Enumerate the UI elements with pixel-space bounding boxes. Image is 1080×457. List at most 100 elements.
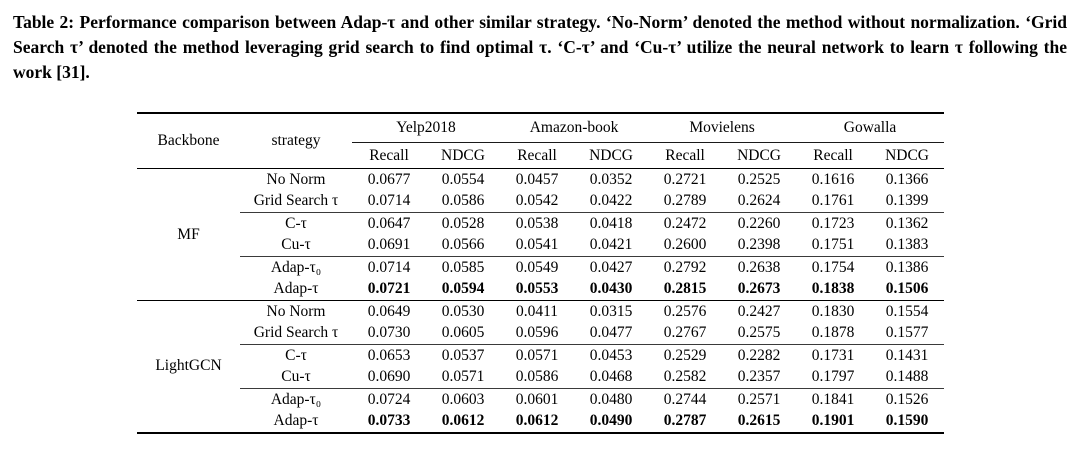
metric-value-cell: 0.0733: [367, 412, 411, 430]
metric-value-cell: 0.1751: [796, 234, 871, 258]
metric-value-cell: 0.2624: [722, 190, 797, 214]
strategy-cell: No Norm: [240, 300, 352, 323]
metric-value-cell: 0.1761: [796, 190, 871, 214]
metric-value-cell: 0.2600: [648, 234, 723, 258]
metric-value-cell: 0.2582: [648, 366, 723, 390]
metric-value-cell: 0.0571: [515, 346, 559, 364]
metric-value-cell: 0.1431: [885, 346, 929, 364]
metric-value-cell: 0.2260: [737, 214, 781, 232]
metric-value-cell: 0.2673: [737, 280, 781, 298]
metric-value-cell: 0.0411: [500, 300, 575, 323]
metric-value-cell: 0.0605: [426, 322, 501, 346]
metric-value-cell: 0.0690: [352, 366, 426, 390]
metric-header: Recall: [352, 142, 426, 170]
dataset-header-movielens: Movielens: [648, 112, 797, 144]
metric-header: Recall: [500, 142, 575, 170]
metric-value-cell: 0.2427: [722, 300, 797, 323]
metric-value-cell: 0.0612: [515, 412, 559, 430]
strategy-cell: Adap-τ₀: [270, 258, 322, 276]
dataset-header-yelp2018: Yelp2018: [352, 112, 501, 144]
metric-value-cell: 0.2525: [737, 170, 781, 188]
metric-value-cell: 0.0468: [574, 366, 649, 390]
metric-value-cell: 0.0612: [441, 412, 485, 430]
strategy-cell: Grid Search τ: [240, 190, 352, 214]
backbone-cell: LightGCN: [137, 300, 240, 433]
strategy-cell: Cu-τ: [240, 234, 352, 258]
metric-value-cell: 0.0538: [515, 214, 559, 232]
backbone-block: LightGCN No Norm 0.0649 0.0530 0.0411 0.0315 0…: [137, 300, 945, 433]
metric-header: NDCG: [426, 142, 501, 170]
metric-value-cell: 0.0457: [515, 170, 559, 188]
metric-value-cell: 0.0724: [367, 390, 411, 408]
metric-value-cell: 0.1362: [885, 214, 929, 232]
metric-value-cell: 0.2787: [663, 412, 707, 430]
metric-value-cell: 0.2744: [663, 390, 707, 408]
table-row: Cu-τ 0.0690 0.0571 0.0586 0.0468 0.2582 0.2357…: [137, 366, 945, 390]
metric-value-cell: 0.1366: [885, 170, 929, 188]
table-row: Adap-τ₀ 0.0714 0.0585 0.0549 0.0427 0.2792 0.2…: [137, 257, 944, 279]
metric-value-cell: 0.1554: [870, 300, 945, 323]
metric-value-cell: 0.0691: [352, 234, 426, 258]
metric-value-cell: 0.2615: [737, 412, 781, 430]
metric-value-cell: 0.0528: [441, 214, 485, 232]
dataset-header-gowalla: Gowalla: [796, 112, 945, 144]
metric-value-cell: 0.0418: [589, 214, 633, 232]
metric-value-cell: 0.2789: [648, 190, 723, 214]
metric-value-cell: 0.2638: [737, 258, 781, 276]
header-strategy: strategy: [240, 112, 352, 170]
metric-value-cell: 0.2357: [722, 366, 797, 390]
metric-value-cell: 0.0480: [589, 390, 633, 408]
metric-value-cell: 0.0596: [500, 322, 575, 346]
metric-value-cell: 0.1901: [811, 412, 855, 430]
metric-value-cell: 0.2529: [663, 346, 707, 364]
metric-header: NDCG: [722, 142, 797, 170]
metric-value-cell: 0.1383: [870, 234, 945, 258]
metric-value-cell: 0.0601: [515, 390, 559, 408]
metric-value-cell: 0.0430: [589, 280, 633, 298]
metric-value-cell: 0.0730: [352, 322, 426, 346]
metric-value-cell: 0.0585: [441, 258, 485, 276]
strategy-cell: C-τ: [285, 346, 307, 364]
metric-value-cell: 0.0352: [589, 170, 633, 188]
metric-value-cell: 0.2721: [663, 170, 707, 188]
table-row: MF No Norm 0.0677 0.0554 0.0457 0.0352 0.2721 0…: [137, 169, 944, 243]
metric-value-cell: 0.1506: [885, 280, 929, 298]
backbone-block: MF No Norm 0.0677 0.0554 0.0457 0.0352 0.2721 0…: [137, 169, 945, 301]
metric-value-cell: 0.1754: [811, 258, 855, 276]
strategy-cell: No Norm: [266, 170, 326, 188]
strategy-cell: C-τ: [285, 214, 307, 232]
header-backbone: Backbone: [137, 112, 240, 170]
metric-value-cell: 0.1590: [885, 412, 929, 430]
metric-value-cell: 0.0422: [574, 190, 649, 214]
metric-value-cell: 0.1731: [811, 346, 855, 364]
metric-value-cell: 0.1616: [811, 170, 855, 188]
metric-value-cell: 0.0714: [367, 258, 411, 276]
metric-value-cell: 0.0421: [574, 234, 649, 258]
metric-value-cell: 0.0553: [515, 280, 559, 298]
table-row: C-τ 0.0647 0.0528 0.0538 0.0418 0.2472 0.2260 0…: [137, 213, 944, 235]
metric-header: Recall: [648, 142, 723, 170]
metric-value-cell: 0.0566: [426, 234, 501, 258]
metric-value-cell: 0.0714: [352, 190, 426, 214]
strategy-cell: Grid Search τ: [240, 322, 352, 346]
metric-value-cell: 0.0554: [441, 170, 485, 188]
metric-value-cell: 0.0586: [426, 190, 501, 214]
metric-value-cell: 0.1488: [870, 366, 945, 390]
metric-value-cell: 0.1526: [885, 390, 929, 408]
metric-value-cell: 0.0541: [500, 234, 575, 258]
metric-value-cell: 0.0315: [574, 300, 649, 323]
table-row: LightGCN No Norm 0.0649 0.0530 0.0411 0.0315 0…: [137, 300, 945, 433]
metric-value-cell: 0.2398: [722, 234, 797, 258]
metric-value-cell: 0.2571: [737, 390, 781, 408]
metric-value-cell: 0.0542: [500, 190, 575, 214]
metric-value-cell: 0.0530: [426, 300, 501, 323]
strategy-cell: Adap-τ: [273, 412, 319, 430]
metric-value-cell: 0.1830: [796, 300, 871, 323]
strategy-cell: Adap-τ₀: [270, 390, 322, 408]
metric-value-cell: 0.0586: [500, 366, 575, 390]
metric-value-cell: 0.0549: [515, 258, 559, 276]
metric-value-cell: 0.0571: [426, 366, 501, 390]
metric-value-cell: 0.0490: [589, 412, 633, 430]
table-header: Backbone strategy Yelp2018 Amazon-book M…: [137, 112, 945, 170]
metric-value-cell: 0.1386: [885, 258, 929, 276]
